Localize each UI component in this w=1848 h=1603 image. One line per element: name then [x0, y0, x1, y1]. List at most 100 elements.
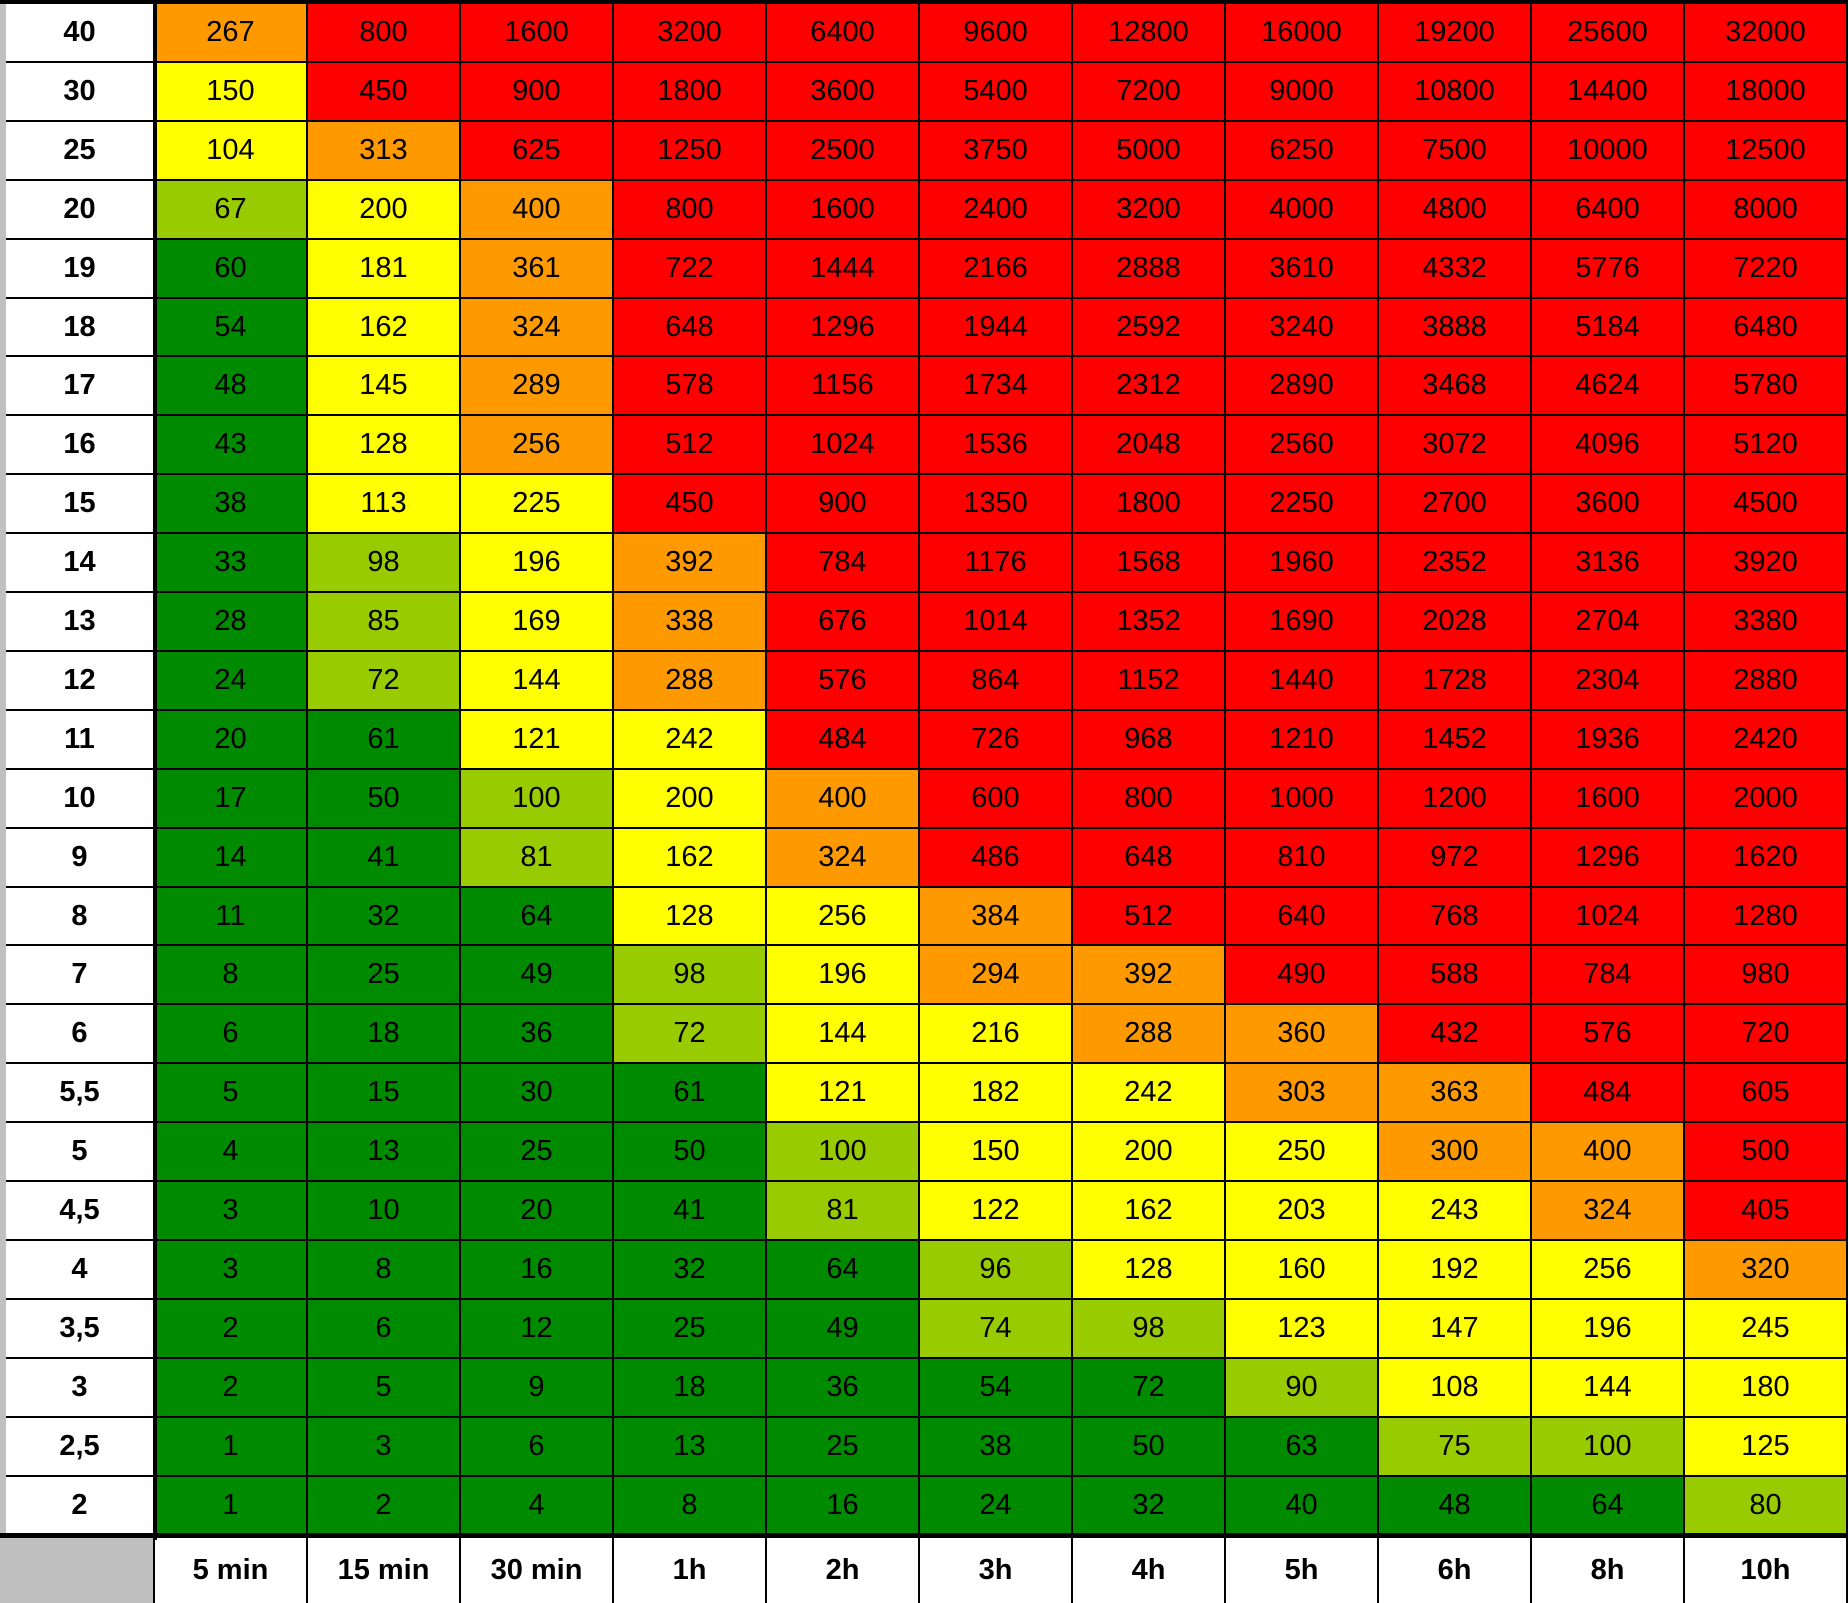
table-cell: 15 — [308, 1064, 461, 1123]
table-cell: 61 — [308, 711, 461, 770]
table-cell: 303 — [1226, 1064, 1379, 1123]
table-cell: 7220 — [1685, 240, 1848, 299]
table-cell: 3 — [308, 1418, 461, 1477]
table-cell: 113 — [308, 475, 461, 534]
table-cell: 484 — [767, 711, 920, 770]
column-header: 4h — [1073, 1538, 1226, 1603]
table-cell: 61 — [614, 1064, 767, 1123]
table-cell: 4 — [461, 1477, 614, 1535]
table-cell: 338 — [614, 593, 767, 652]
table-cell: 196 — [461, 534, 614, 593]
table-cell: 3200 — [614, 4, 767, 63]
table-cell: 7200 — [1073, 63, 1226, 122]
table-cell: 36 — [461, 1005, 614, 1064]
table-cell: 578 — [614, 357, 767, 416]
table-cell: 4096 — [1532, 416, 1685, 475]
table-cell: 63 — [1226, 1418, 1379, 1477]
table-cell: 1568 — [1073, 534, 1226, 593]
table-cell: 50 — [308, 770, 461, 829]
row-label: 5,5 — [6, 1064, 155, 1123]
table-cell: 2500 — [767, 122, 920, 181]
table-cell: 32 — [308, 888, 461, 946]
row-label: 20 — [6, 181, 155, 240]
table-cell: 72 — [308, 652, 461, 711]
table-cell: 6480 — [1685, 299, 1848, 357]
table-cell: 2400 — [920, 181, 1073, 240]
table-cell: 5400 — [920, 63, 1073, 122]
table-cell: 4332 — [1379, 240, 1532, 299]
table-cell: 1156 — [767, 357, 920, 416]
table-cell: 2592 — [1073, 299, 1226, 357]
table-cell: 28 — [155, 593, 308, 652]
table-cell: 486 — [920, 829, 1073, 888]
table-cell: 3888 — [1379, 299, 1532, 357]
table-cell: 182 — [920, 1064, 1073, 1123]
table-cell: 256 — [767, 888, 920, 946]
column-header: 2h — [767, 1538, 920, 1603]
table-cell: 648 — [614, 299, 767, 357]
table-cell: 121 — [461, 711, 614, 770]
table-cell: 1440 — [1226, 652, 1379, 711]
table-cell: 96 — [920, 1241, 1073, 1300]
top-border — [0, 0, 1848, 4]
table-cell: 1176 — [920, 534, 1073, 593]
table-cell: 722 — [614, 240, 767, 299]
table-cell: 50 — [1073, 1418, 1226, 1477]
table-cell: 48 — [1379, 1477, 1532, 1535]
column-header: 10h — [1685, 1538, 1848, 1603]
table-cell: 980 — [1685, 946, 1848, 1005]
table-cell: 160 — [1226, 1241, 1379, 1300]
table-cell: 4800 — [1379, 181, 1532, 240]
table-cell: 2000 — [1685, 770, 1848, 829]
table-cell: 67 — [155, 181, 308, 240]
table-cell: 169 — [461, 593, 614, 652]
table-cell: 2312 — [1073, 357, 1226, 416]
table-cell: 41 — [308, 829, 461, 888]
table-cell: 5 — [308, 1359, 461, 1418]
table-cell: 200 — [1073, 1123, 1226, 1182]
table-cell: 25 — [461, 1123, 614, 1182]
table-cell: 3468 — [1379, 357, 1532, 416]
table-cell: 360 — [1226, 1005, 1379, 1064]
table-cell: 300 — [1379, 1123, 1532, 1182]
row-label: 2,5 — [6, 1418, 155, 1477]
table-cell: 104 — [155, 122, 308, 181]
table-cell: 1734 — [920, 357, 1073, 416]
column-header: 8h — [1532, 1538, 1685, 1603]
table-cell: 6400 — [767, 4, 920, 63]
table-cell: 128 — [614, 888, 767, 946]
table-cell: 1350 — [920, 475, 1073, 534]
row-label: 14 — [6, 534, 155, 593]
table-cell: 33 — [155, 534, 308, 593]
table-cell: 243 — [1379, 1182, 1532, 1241]
table-cell: 144 — [767, 1005, 920, 1064]
table-cell: 16 — [767, 1477, 920, 1535]
table-cell: 6400 — [1532, 181, 1685, 240]
table-cell: 3380 — [1685, 593, 1848, 652]
row-label: 8 — [6, 888, 155, 946]
column-header: 5 min — [155, 1538, 308, 1603]
table-cell: 1800 — [1073, 475, 1226, 534]
table-cell: 450 — [308, 63, 461, 122]
header-divider — [0, 1533, 1848, 1538]
table-cell: 1250 — [614, 122, 767, 181]
table-cell: 676 — [767, 593, 920, 652]
table-cell: 10000 — [1532, 122, 1685, 181]
table-cell: 49 — [767, 1300, 920, 1359]
table-cell: 605 — [1685, 1064, 1848, 1123]
table-cell: 38 — [155, 475, 308, 534]
column-header: 30 min — [461, 1538, 614, 1603]
table-cell: 450 — [614, 475, 767, 534]
table-cell: 1452 — [1379, 711, 1532, 770]
table-cell: 32 — [1073, 1477, 1226, 1535]
table-cell: 74 — [920, 1300, 1073, 1359]
table-cell: 144 — [461, 652, 614, 711]
table-cell: 3200 — [1073, 181, 1226, 240]
table-cell: 7500 — [1379, 122, 1532, 181]
row-label: 3 — [6, 1359, 155, 1418]
table-cell: 392 — [1073, 946, 1226, 1005]
table-cell: 180 — [1685, 1359, 1848, 1418]
row-label: 3,5 — [6, 1300, 155, 1359]
table-cell: 1014 — [920, 593, 1073, 652]
table-cell: 1600 — [1532, 770, 1685, 829]
